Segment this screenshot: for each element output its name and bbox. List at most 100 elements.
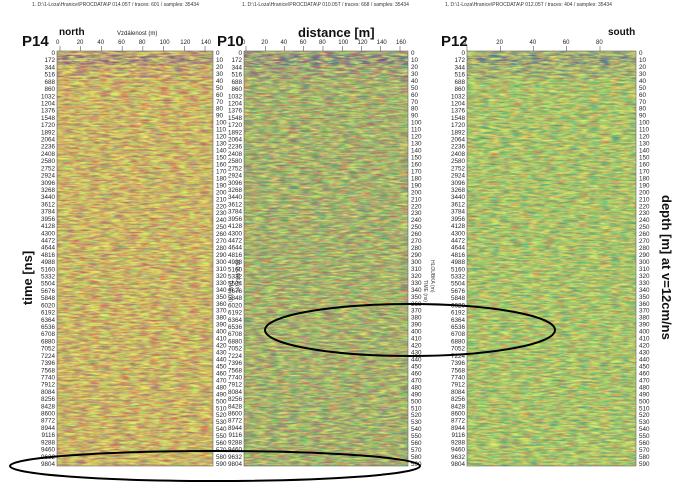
panel-label: P14 (22, 33, 49, 50)
panel-side-label: south (608, 27, 635, 38)
depth-tick-label: 590 (216, 461, 227, 468)
time-axis: 0172344516688860103212041376154817201892… (451, 50, 466, 468)
depth-tick-label: 250 (216, 224, 227, 231)
depth-tick-label: 190 (639, 182, 650, 189)
time-tick-label: 3268 (451, 187, 466, 194)
depth-tick-label: 140 (216, 148, 227, 155)
time-tick-label: 7568 (41, 367, 56, 374)
depth-tick-label: 80 (216, 106, 224, 113)
time-tick-label: 5160 (228, 266, 243, 273)
time-tick-label: 3612 (228, 201, 243, 208)
depth-tick-label: 470 (639, 377, 650, 384)
time-tick-label: 7912 (451, 382, 466, 389)
anomaly-ellipse-bottom (9, 450, 421, 482)
x-tick-label: 0 (463, 40, 467, 46)
depth-tick-label: 360 (639, 301, 650, 308)
depth-tick-label: 290 (216, 252, 227, 259)
time-tick-label: 1548 (451, 115, 466, 122)
depth-tick-label: 380 (411, 315, 422, 322)
time-tick-label: 1032 (228, 93, 243, 100)
depth-tick-label: 560 (411, 440, 422, 447)
depth-tick-label: 60 (639, 92, 647, 99)
time-tick-label: 860 (454, 86, 465, 93)
time-tick-label: 2752 (451, 165, 466, 172)
time-tick-label: 4128 (451, 223, 466, 230)
depth-tick-label: 0 (216, 50, 220, 57)
time-tick-label: 8944 (228, 425, 243, 432)
depth-tick-label: 200 (411, 189, 422, 196)
depth-tick-label: 110 (411, 127, 422, 134)
radargram-image (56, 50, 214, 467)
time-tick-label: 9288 (228, 439, 243, 446)
time-tick-label: 3096 (228, 180, 243, 187)
time-tick-label: 5332 (41, 274, 56, 281)
depth-tick-label: 480 (411, 384, 422, 391)
time-tick-label: 4128 (228, 223, 243, 230)
time-tick-label: 3784 (451, 209, 466, 216)
x-axis-ticks: 0 20 40 60 80 100 120 140 160 (242, 40, 407, 51)
depth-tick-label: 260 (411, 231, 422, 238)
time-tick-label: 6192 (451, 310, 466, 317)
depth-tick-label: 350 (216, 294, 227, 301)
depth-tick-label: 210 (216, 196, 227, 203)
time-tick-label: 8600 (41, 411, 56, 418)
depth-tick-label: 410 (216, 336, 227, 343)
depth-tick-label: 480 (639, 384, 650, 391)
time-tick-label: 8256 (228, 396, 243, 403)
depth-tick-label: 440 (411, 357, 422, 364)
depth-tick-label: 590 (411, 461, 422, 468)
time-tick-label: 5848 (41, 295, 56, 302)
radargram-image (243, 50, 409, 467)
depth-tick-label: 440 (639, 357, 650, 364)
depth-tick-label: 140 (639, 148, 650, 155)
depth-tick-label: 290 (411, 252, 422, 259)
time-tick-label: 9804 (228, 461, 243, 468)
depth-tick-label: 430 (216, 350, 227, 357)
x-tick-label: 100 (160, 40, 171, 46)
radargram-image (466, 50, 637, 467)
time-tick-label: 1892 (41, 129, 56, 136)
depth-tick-label: 430 (639, 350, 650, 357)
time-tick-label: 688 (44, 79, 55, 86)
time-tick-label: 7052 (41, 346, 56, 353)
time-tick-label: 9116 (228, 432, 242, 439)
time-tick-label: 5504 (228, 281, 243, 288)
depth-tick-label: 430 (411, 350, 422, 357)
depth-tick-label: 400 (411, 329, 422, 336)
depth-tick-label: 540 (216, 426, 227, 433)
time-tick-label: 1720 (41, 122, 56, 129)
panel-header: 1. D:\1-Loza\Hranice\PROCDATA\P 012.05T … (445, 2, 612, 8)
depth-tick-label: 150 (411, 154, 422, 161)
depth-tick-label: 510 (216, 405, 227, 412)
depth-tick-label: 10 (639, 57, 647, 64)
x-axis-title: distance [m] (298, 25, 375, 40)
depth-tick-label: 10 (216, 57, 224, 64)
x-tick-label: 160 (396, 40, 407, 46)
time-tick-label: 8772 (451, 418, 466, 425)
rotated-depth-label: HLOUBKA (m) (429, 260, 435, 293)
depth-tick-label: 60 (411, 92, 419, 99)
depth-tick-label: 330 (216, 280, 227, 287)
depth-tick-label: 260 (639, 231, 650, 238)
depth-tick-label: 350 (639, 294, 650, 301)
time-tick-label: 7912 (228, 382, 243, 389)
time-tick-label: 3440 (451, 194, 466, 201)
time-tick-label: 2580 (228, 158, 243, 165)
depth-axis: 0102030405060708090100110120130140150160… (411, 50, 422, 468)
radargram-panel-p12: 1. D:\1-Loza\Hranice\PROCDATA\P 012.05T … (441, 2, 650, 468)
x-tick-label: 20 (77, 40, 84, 46)
radargram-frame (243, 50, 409, 467)
depth-tick-label: 90 (216, 113, 224, 120)
time-tick-label: 5676 (451, 288, 466, 295)
depth-tick-label: 310 (411, 266, 422, 273)
depth-tick-label: 160 (639, 161, 650, 168)
time-tick-label: 172 (44, 57, 55, 64)
depth-tick-label: 270 (411, 238, 422, 245)
time-tick-label: 5848 (228, 295, 243, 302)
depth-tick-label: 260 (216, 231, 227, 238)
depth-tick-label: 330 (639, 280, 650, 287)
time-tick-label: 688 (454, 79, 465, 86)
depth-tick-label: 580 (216, 454, 227, 461)
time-tick-label: 3956 (451, 216, 466, 223)
